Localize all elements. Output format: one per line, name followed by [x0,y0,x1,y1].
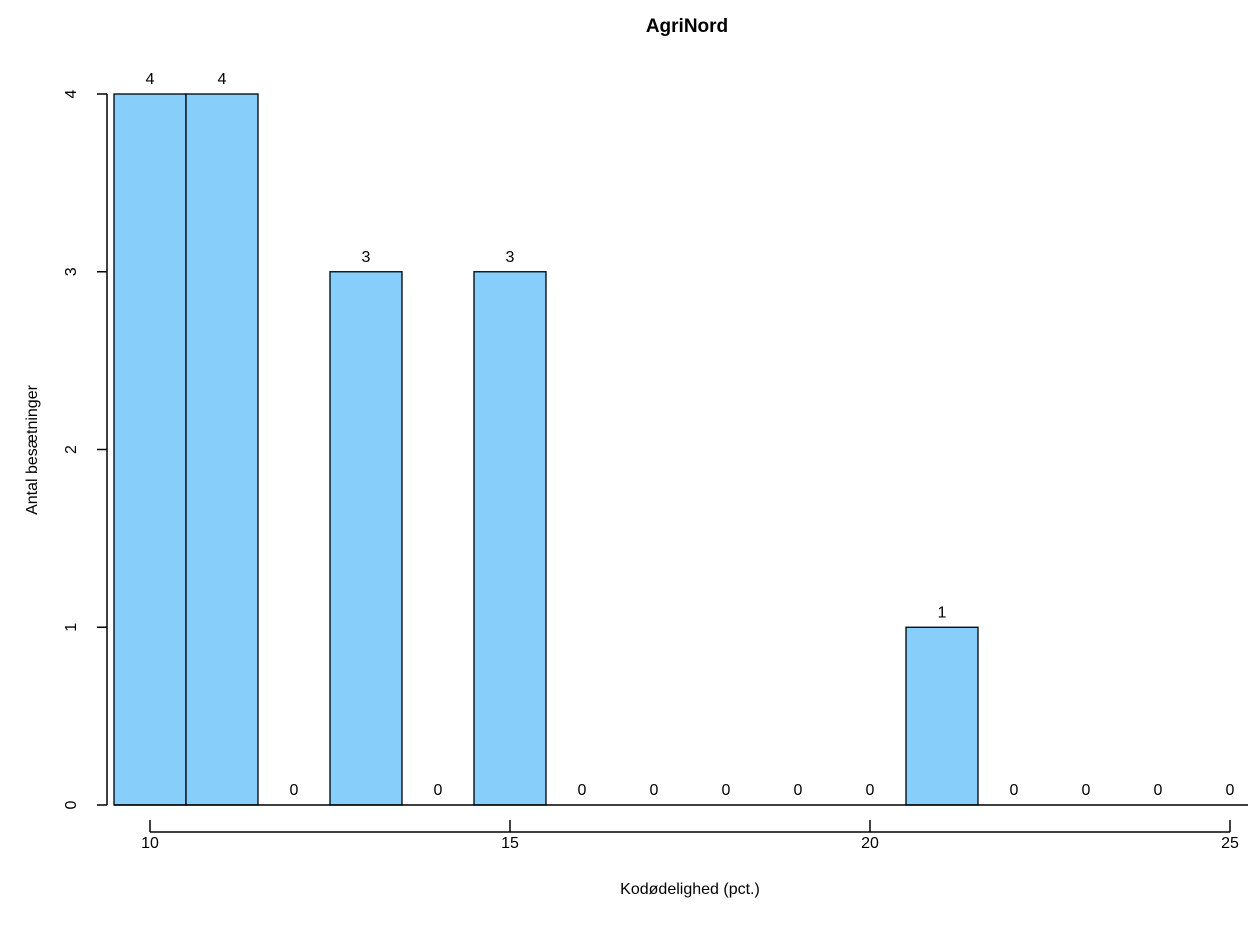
x-tick-label-25: 25 [1221,835,1239,852]
data-label-12: 0 [290,782,299,799]
data-label-22: 0 [1010,782,1019,799]
y-axis-label: Antal besætninger [24,384,41,515]
bar-21 [905,626,979,806]
bar-11 [185,93,259,806]
data-label-17: 0 [650,782,659,799]
bar-10 [113,93,187,806]
data-label-23: 0 [1082,782,1091,799]
data-label-15: 3 [506,249,515,266]
data-label-16: 0 [578,782,587,799]
chart-title: AgriNord [646,16,728,37]
data-label-25: 0 [1226,782,1235,799]
x-axis-label: Kodødelighed (pct.) [620,881,760,898]
x-tick-label-20: 20 [861,835,879,852]
y-tick-label-0: 0 [63,800,80,809]
bar-13 [329,271,403,806]
data-label-11: 4 [218,71,227,88]
y-axis: 0 1 2 3 4 [63,89,108,809]
y-tick-label-2: 2 [63,445,80,454]
x-tick-label-15: 15 [501,835,519,852]
data-label-21: 1 [938,604,947,621]
x-tick-label-10: 10 [141,835,159,852]
y-tick-label-1: 1 [63,623,80,632]
data-label-24: 0 [1154,782,1163,799]
data-label-13: 3 [362,249,371,266]
data-labels-layer: 4 4 0 3 0 3 0 0 0 0 0 1 0 0 0 0 [146,71,1235,799]
data-label-19: 0 [794,782,803,799]
data-label-14: 0 [434,782,443,799]
x-axis: 10 15 20 25 [141,820,1239,852]
data-label-18: 0 [722,782,731,799]
data-label-20: 0 [866,782,875,799]
bars-layer [113,93,1248,806]
data-label-10: 4 [146,71,155,88]
bar-15 [473,271,547,806]
y-tick-label-3: 3 [63,267,80,276]
y-tick-label-4: 4 [63,89,80,98]
